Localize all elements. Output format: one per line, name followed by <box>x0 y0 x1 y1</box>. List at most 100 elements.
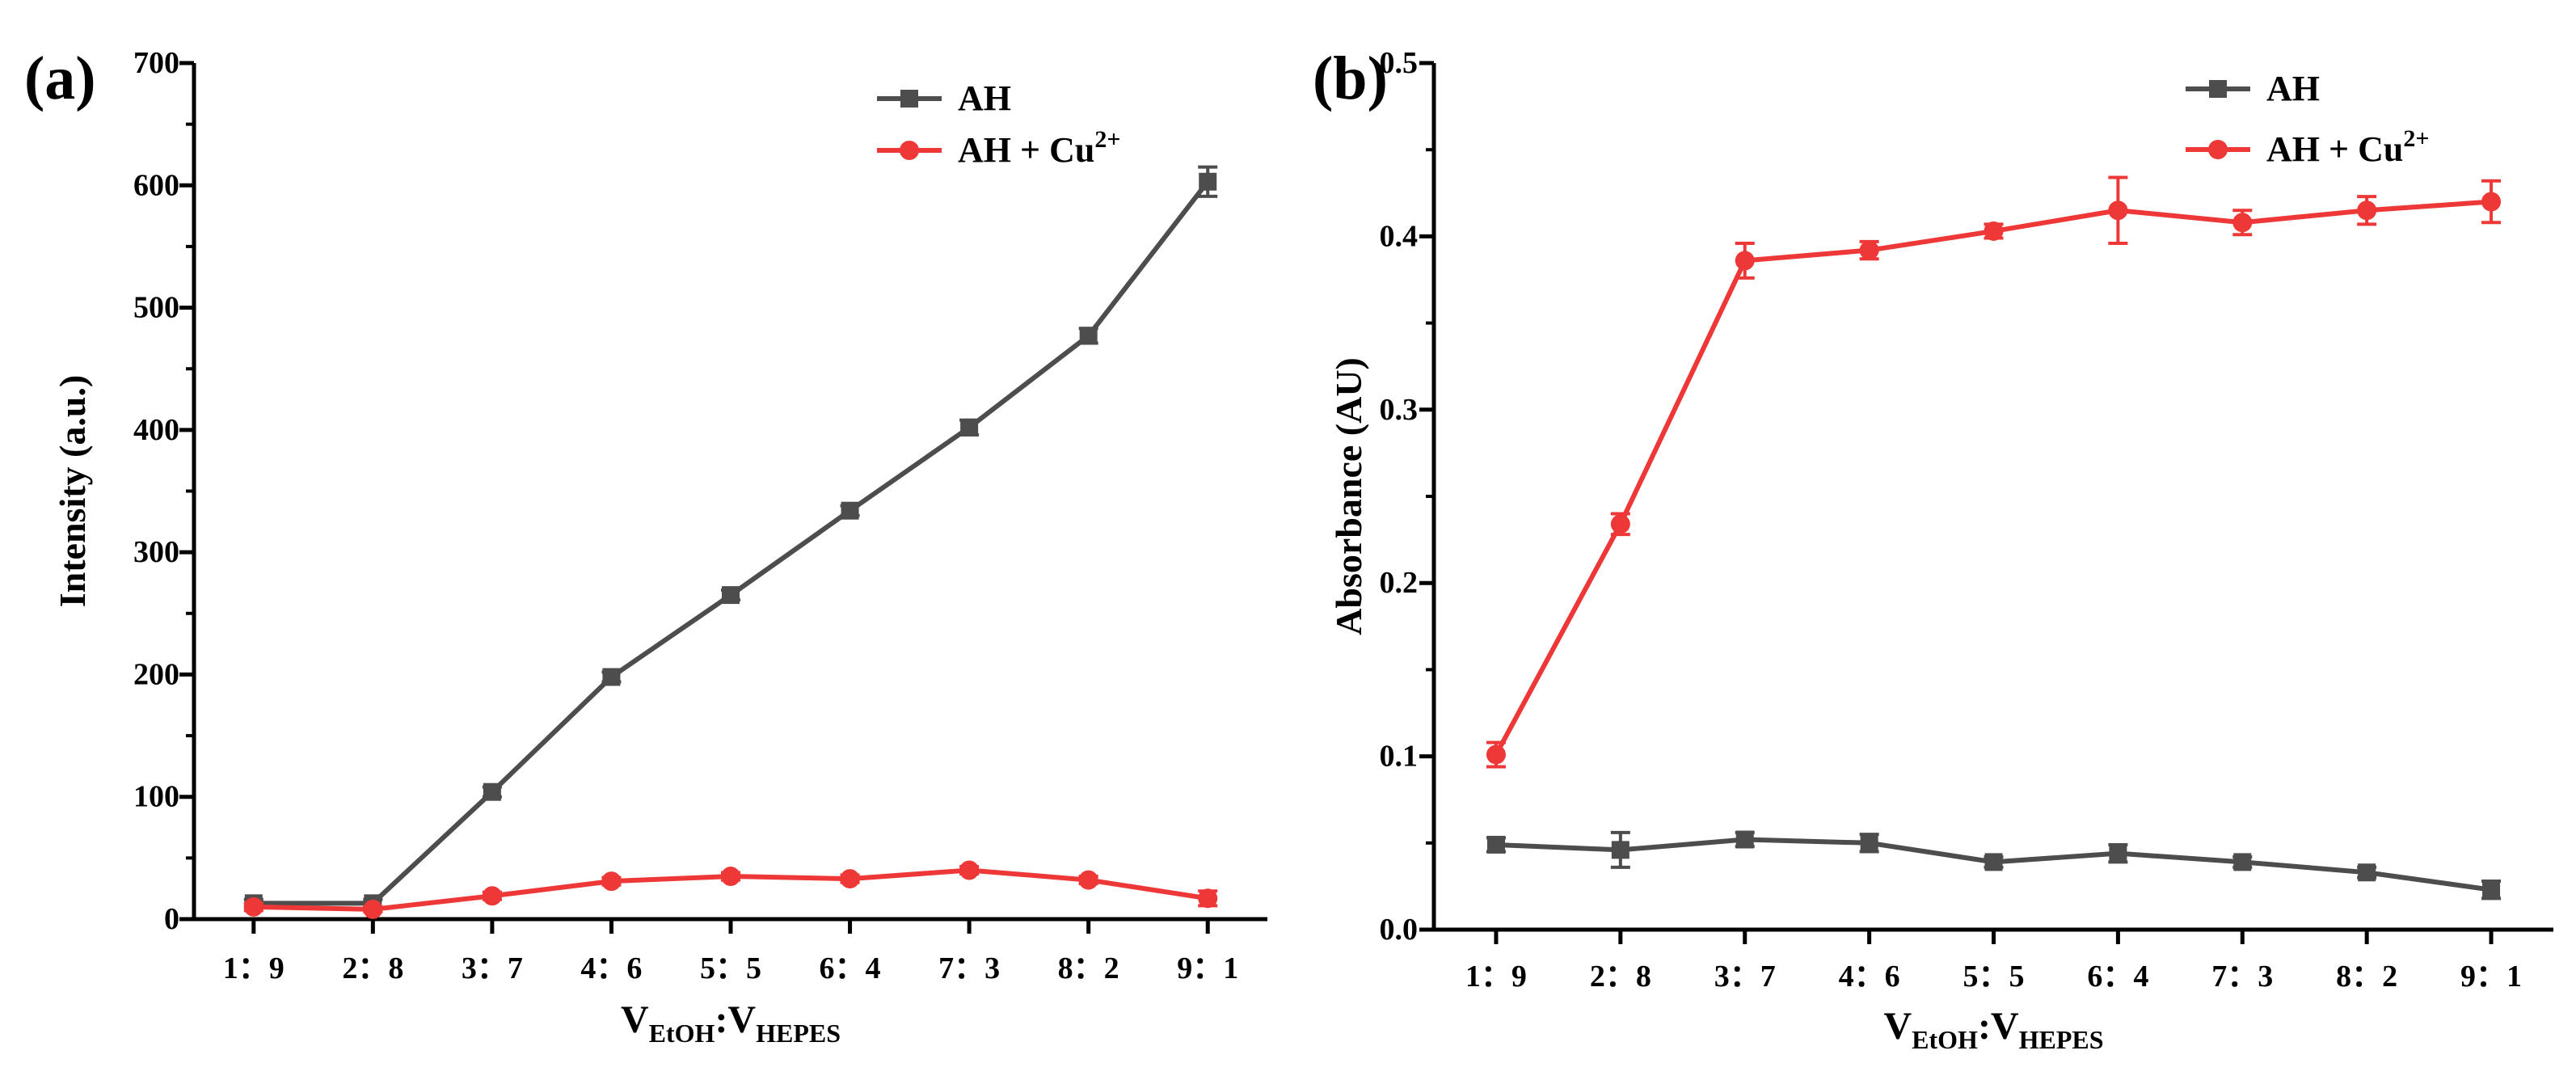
x-axis-title: VEtOH:VHEPES <box>621 998 841 1048</box>
data-point-circle <box>840 869 860 889</box>
x-tick-label: 2：8 <box>342 951 403 985</box>
legend-label-text: AH <box>958 78 1011 118</box>
x-tick-label: 9：1 <box>1177 951 1238 985</box>
legend-label: AH <box>2266 69 2320 108</box>
data-point-circle <box>1610 514 1630 534</box>
legend-marker-square <box>2209 80 2227 98</box>
x-tick-label: 3：7 <box>1714 960 1776 994</box>
data-point-square <box>602 668 621 686</box>
y-axis-title: Intensity (a.u.) <box>52 375 93 608</box>
x-tick-label: 9：1 <box>2460 960 2522 994</box>
legend-label-superscript: 2+ <box>1094 126 1120 153</box>
data-point-square <box>1079 327 1098 345</box>
data-point-circle <box>2357 200 2377 221</box>
data-point-square <box>2358 863 2376 882</box>
data-point-square <box>722 586 740 605</box>
data-point-square <box>960 418 979 437</box>
x-tick-label: 4：6 <box>580 951 642 985</box>
x-tick-label: 8：2 <box>2336 960 2397 994</box>
y-tick-label: 600 <box>133 168 179 202</box>
data-point-circle <box>959 860 980 880</box>
legend-label-text: AH <box>2266 69 2320 108</box>
x-tick-label: 6：4 <box>820 951 881 985</box>
panel-label: (b) <box>1313 44 1388 112</box>
y-tick-label: 400 <box>133 413 179 447</box>
chart-panel-a: 0 100 200 300 400 500 600 700 1：9 2：8 3：7 4：6 5：5 6：4… <box>24 44 1267 1048</box>
y-tick-label: 0.0 <box>1380 913 1419 947</box>
x-axis-title-subscript: HEPES <box>756 1019 841 1048</box>
data-point-circle <box>601 871 622 892</box>
legend-marker-circle <box>2208 140 2228 159</box>
data-point-square <box>2109 844 2127 863</box>
data-point-circle <box>482 886 502 906</box>
data-point-circle <box>1859 240 1879 260</box>
x-tick-label: 5：5 <box>1963 960 2024 994</box>
x-axis-title: VEtOH:VHEPES <box>1883 1005 2103 1054</box>
data-point-square <box>1735 830 1754 849</box>
x-axis-title-part: :V <box>1978 1005 2019 1048</box>
x-axis-title-subscript: EtOH <box>649 1019 715 1048</box>
chart-panel-b: 0.0 0.1 0.2 0.3 0.4 0.5 1：9 2：8 3：7 4：6 5：5 6：4 7：3 8… <box>1288 0 2576 1080</box>
x-tick-label: 8：2 <box>1058 951 1119 985</box>
legend-label-superscript: 2+ <box>2403 125 2429 152</box>
data-point-circle <box>2481 192 2502 212</box>
panel-label: (a) <box>24 44 96 112</box>
x-axis-title-part: V <box>1883 1005 1912 1048</box>
legend-label-text: AH + Cu <box>958 130 1094 170</box>
data-point-circle <box>243 896 264 917</box>
data-point-square <box>2233 853 2252 871</box>
series-line <box>1494 199 2492 756</box>
data-point-circle <box>1198 888 1218 909</box>
x-axis-title-subscript: EtOH <box>1912 1025 1978 1054</box>
y-axis-title: Absorbance (AU) <box>1328 357 1369 635</box>
data-point-circle <box>1078 870 1098 890</box>
series-line <box>253 179 1210 906</box>
data-point-circle <box>363 899 383 919</box>
x-tick-label: 4：6 <box>1839 960 1900 994</box>
absorbance-chart: 0.0 0.1 0.2 0.3 0.4 0.5 1：9 2：8 3：7 4：6 5：5 6：4 7：3 8… <box>1313 44 2553 1054</box>
x-axis-title-part: :V <box>715 998 756 1041</box>
data-point-circle <box>1984 221 2004 241</box>
y-tick-label: 0.4 <box>1380 219 1419 253</box>
x-tick-label: 2：8 <box>1590 960 1651 994</box>
x-tick-label: 1：9 <box>223 951 285 985</box>
y-tick-label: 0.3 <box>1380 393 1419 427</box>
y-tick-label: 0.5 <box>1380 46 1419 80</box>
x-axis-title-subscript: HEPES <box>2019 1025 2104 1054</box>
data-point-circle <box>1735 251 1755 271</box>
y-tick-label: 0.1 <box>1380 740 1419 774</box>
data-point-square <box>1611 841 1629 859</box>
legend-label-text: AH + Cu <box>2266 129 2403 169</box>
y-tick-label: 0 <box>164 902 179 936</box>
x-axis-title-part: V <box>621 998 649 1041</box>
y-tick-label: 500 <box>133 291 179 325</box>
y-tick-label: 200 <box>133 657 179 691</box>
y-tick-label: 300 <box>133 535 179 569</box>
x-tick-label: 6：4 <box>2087 960 2148 994</box>
data-point-circle <box>1486 745 1506 765</box>
x-tick-label: 7：3 <box>938 951 1000 985</box>
legend-marker-circle <box>900 141 919 160</box>
intensity-chart: 0 100 200 300 400 500 600 700 1：9 2：8 3：7 4：6 5：5 6：4… <box>24 44 1267 1048</box>
y-tick-label: 0.2 <box>1380 566 1419 600</box>
data-point-circle <box>2108 200 2128 221</box>
y-tick-label: 100 <box>133 780 179 814</box>
data-point-circle <box>2232 213 2253 233</box>
data-point-square <box>2482 880 2501 899</box>
x-tick-label: 5：5 <box>700 951 761 985</box>
legend-label: AH + Cu2+ <box>2266 125 2429 169</box>
data-point-circle <box>721 867 740 887</box>
data-point-square <box>1984 853 2003 871</box>
data-point-square <box>483 783 501 801</box>
legend-label: AH + Cu2+ <box>958 126 1120 170</box>
data-point-square <box>1486 835 1505 854</box>
legend-marker-square <box>900 90 918 108</box>
x-tick-label: 1：9 <box>1465 960 1527 994</box>
legend-label: AH <box>958 78 1011 118</box>
y-tick-label: 700 <box>133 46 179 80</box>
data-point-square <box>1199 172 1217 191</box>
x-tick-label: 7：3 <box>2211 960 2273 994</box>
data-point-square <box>1860 833 1878 852</box>
data-point-square <box>841 501 859 520</box>
x-tick-label: 3：7 <box>462 951 523 985</box>
